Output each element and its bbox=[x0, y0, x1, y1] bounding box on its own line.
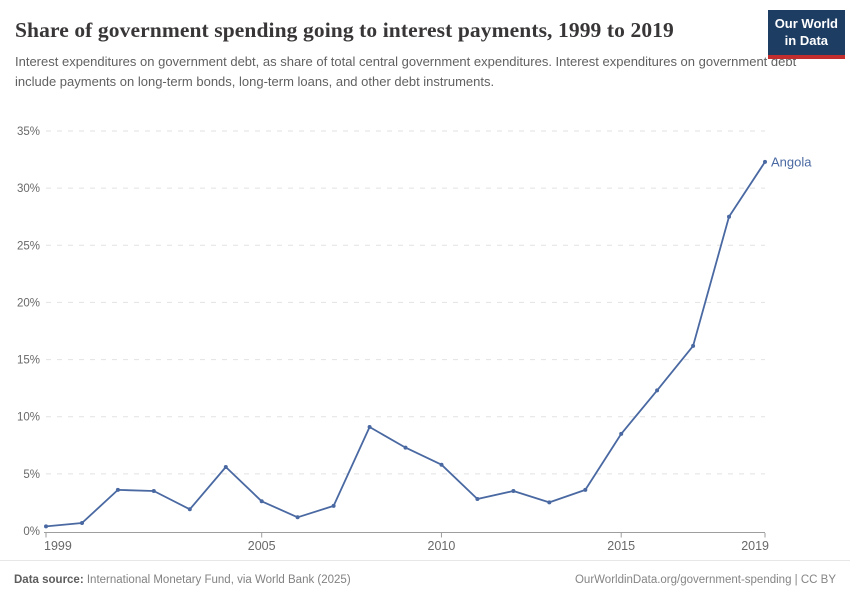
footer-link[interactable]: OurWorldinData.org/government-spending |… bbox=[574, 574, 836, 586]
logo-line-1: Our World bbox=[774, 16, 838, 31]
x-tick-label-2005: 2005 bbox=[248, 539, 276, 553]
x-tick-label-1999: 1999 bbox=[44, 539, 72, 553]
x-tick-label-2019: 2019 bbox=[741, 539, 769, 553]
data-point-2004 bbox=[223, 465, 228, 469]
data-point-2005 bbox=[259, 499, 264, 504]
data-point-2006 bbox=[295, 515, 300, 520]
owid-logo[interactable]: Our World in Data bbox=[767, 10, 845, 59]
y-tick-label-35: 35% bbox=[17, 126, 40, 138]
data-point-2019 bbox=[763, 159, 767, 164]
data-point-2011 bbox=[475, 497, 480, 501]
chart-footer: Data source: International Monetary Fund… bbox=[0, 560, 850, 600]
data-point-2010 bbox=[439, 462, 444, 467]
y-tick-label-15: 15% bbox=[17, 355, 40, 367]
chart-line-angola bbox=[45, 161, 766, 528]
x-tick-label-2015: 2015 bbox=[607, 539, 635, 553]
series-label-angola: Angola bbox=[771, 154, 812, 169]
data-point-2009 bbox=[403, 445, 408, 450]
y-tick-label-5: 5% bbox=[23, 469, 40, 481]
data-point-2014 bbox=[583, 487, 588, 492]
y-tick-label-30: 30% bbox=[17, 183, 40, 195]
y-tick-label-0: 0% bbox=[23, 526, 40, 538]
data-point-2003 bbox=[187, 507, 192, 512]
data-source: Data source: International Monetary Fund… bbox=[14, 574, 351, 586]
data-point-2013 bbox=[547, 500, 552, 505]
data-point-2008 bbox=[367, 425, 372, 429]
data-point-2017 bbox=[691, 343, 696, 348]
x-tick-label-2010: 2010 bbox=[428, 539, 456, 553]
logo-line-2: in Data bbox=[784, 32, 829, 48]
y-tick-label-20: 20% bbox=[17, 297, 40, 309]
y-tick-label-10: 10% bbox=[17, 412, 40, 424]
data-point-2000 bbox=[80, 521, 84, 525]
data-point-2016 bbox=[655, 388, 660, 393]
y-tick-label-25: 25% bbox=[17, 240, 40, 252]
data-source-label: Data source: bbox=[14, 574, 84, 586]
data-point-2002 bbox=[151, 489, 156, 493]
data-point-2018 bbox=[727, 214, 731, 219]
data-source-text: International Monetary Fund, via World B… bbox=[83, 574, 351, 586]
chart-title: Share of government spending going to in… bbox=[15, 18, 674, 42]
data-point-2012 bbox=[511, 489, 516, 493]
data-point-2015 bbox=[619, 431, 624, 436]
chart-subtitle: Interest expenditures on government debt… bbox=[15, 54, 797, 89]
data-point-2001 bbox=[115, 487, 120, 492]
data-point-1999 bbox=[44, 524, 48, 529]
data-point-2007 bbox=[331, 503, 336, 508]
